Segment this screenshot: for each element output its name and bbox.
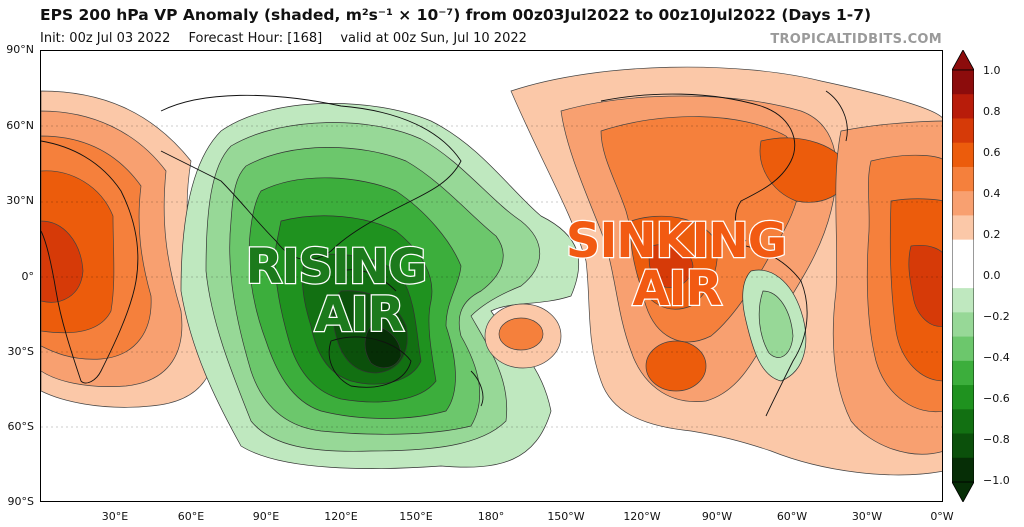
colorbar-segment xyxy=(952,457,974,483)
grid-lines xyxy=(41,125,942,428)
colorbar-label: 0.0 xyxy=(983,269,1001,282)
lat-label-90n: 90°N xyxy=(6,43,34,56)
colorbar-segment xyxy=(952,263,974,289)
colorbar-bottom-arrow xyxy=(952,481,974,502)
lat-label-60n: 60°N xyxy=(6,119,34,132)
colorbar-segment xyxy=(952,409,974,435)
positive-anomaly-atlantic xyxy=(832,120,942,455)
brand-watermark: TROPICALTIDBITS.COM xyxy=(770,32,942,47)
lon-label: 120°E xyxy=(324,510,358,523)
colorbar xyxy=(952,50,974,502)
subtitle: Init: 00z Jul 03 2022 Forecast Hour: [16… xyxy=(40,31,541,46)
rising-air-label-line1: RISING xyxy=(246,239,427,295)
colorbar-label: 0.4 xyxy=(983,187,1001,200)
valid-time: valid at 00z Sun, Jul 10 2022 xyxy=(340,31,527,46)
lon-label: 0°W xyxy=(930,510,954,523)
colorbar-label: −1.0 xyxy=(983,474,1010,487)
colorbar-segment xyxy=(952,336,974,362)
colorbar-segment xyxy=(952,433,974,459)
lon-label: 60°W xyxy=(776,510,808,523)
colorbar-segment xyxy=(952,142,974,168)
colorbar-segment xyxy=(952,385,974,410)
map-svg: RISING AIR SINKING AIR xyxy=(41,66,942,476)
colorbar-label: 0.2 xyxy=(983,228,1001,241)
colorbar-segment xyxy=(952,94,974,119)
negative-anomaly-pacific xyxy=(180,103,580,469)
sinking-air-label-line2: AIR xyxy=(633,261,722,317)
colorbar-label: 0.6 xyxy=(983,146,1001,159)
lon-label: 150°E xyxy=(399,510,433,523)
lon-label: 120°W xyxy=(623,510,661,523)
lon-label: 150°W xyxy=(547,510,585,523)
lat-label-30s: 30°S xyxy=(7,345,34,358)
colorbar-label: −0.4 xyxy=(983,351,1010,364)
lon-label: 180° xyxy=(477,510,505,523)
sinking-air-label-line1: SINKING xyxy=(566,213,786,269)
colorbar-segments xyxy=(952,70,974,483)
colorbar-segment xyxy=(952,239,974,265)
colorbar-segment xyxy=(952,118,974,144)
positive-anomaly-africa xyxy=(41,90,215,408)
colorbar-segment xyxy=(952,166,974,192)
lon-label: 60°E xyxy=(177,510,205,523)
coastlines xyxy=(41,90,848,417)
colorbar-label: 1.0 xyxy=(983,64,1001,77)
positive-anomaly-south-pacific xyxy=(484,303,562,369)
velocity-potential-map: RISING AIR SINKING AIR xyxy=(40,50,943,502)
colorbar-segment xyxy=(952,360,974,386)
forecast-hour: Forecast Hour: [168] xyxy=(188,31,323,46)
lon-label: 30°W xyxy=(851,510,883,523)
colorbar-label: −0.2 xyxy=(983,310,1010,323)
rising-air-label-line2: AIR xyxy=(315,287,404,343)
lon-label: 30°E xyxy=(101,510,129,523)
colorbar-segment xyxy=(952,191,974,216)
lat-label-30n: 30°N xyxy=(6,194,34,207)
chart-title: EPS 200 hPa VP Anomaly (shaded, m²s⁻¹ × … xyxy=(40,6,872,24)
colorbar-segment xyxy=(952,312,974,338)
colorbar-label: 0.8 xyxy=(983,105,1001,118)
init-time: Init: 00z Jul 03 2022 xyxy=(40,31,171,46)
lon-label: 90°E xyxy=(252,510,280,523)
colorbar-segment xyxy=(952,215,974,241)
lon-label: 90°W xyxy=(701,510,733,523)
colorbar-segment xyxy=(952,70,974,95)
negative-anomaly-south-america xyxy=(742,269,807,382)
colorbar-top-arrow xyxy=(952,50,974,71)
colorbar-label: −0.6 xyxy=(983,392,1010,405)
lat-label-90s: 90°S xyxy=(7,495,34,508)
colorbar-label: −0.8 xyxy=(983,433,1010,446)
lat-label-eq: 0° xyxy=(21,270,35,283)
colorbar-segment xyxy=(952,288,974,313)
lat-label-60s: 60°S xyxy=(7,420,34,433)
